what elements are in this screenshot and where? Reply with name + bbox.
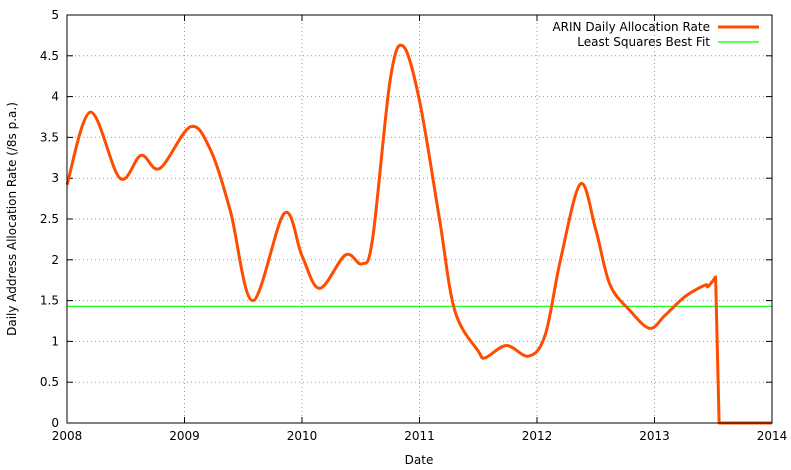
grid bbox=[67, 15, 772, 423]
x-tick-label: 2014 bbox=[757, 429, 788, 443]
plot-border bbox=[66, 14, 773, 424]
x-tick-label: 2012 bbox=[522, 429, 553, 443]
y-tick-label: 2.5 bbox=[40, 212, 59, 226]
legend-label-best-fit: Least Squares Best Fit bbox=[577, 35, 710, 49]
x-tick-label: 2010 bbox=[287, 429, 318, 443]
y-tick-label: 3.5 bbox=[40, 130, 59, 144]
y-tick-label: 4 bbox=[51, 90, 59, 104]
y-tick-label: 1 bbox=[51, 334, 59, 348]
x-tick-label: 2009 bbox=[169, 429, 200, 443]
series-line-arin bbox=[65, 43, 772, 425]
x-tick-label: 2008 bbox=[52, 429, 83, 443]
x-tick-label: 2013 bbox=[639, 429, 670, 443]
series bbox=[65, 43, 772, 425]
x-axis-label: Date bbox=[405, 453, 434, 466]
y-tick-label: 0 bbox=[51, 416, 59, 430]
y-tick-label: 0.5 bbox=[40, 375, 59, 389]
legend: ARIN Daily Allocation Rate Least Squares… bbox=[552, 20, 759, 49]
x-tick-label: 2011 bbox=[404, 429, 435, 443]
y-tick-label: 1.5 bbox=[40, 294, 59, 308]
y-axis-label: Daily Address Allocation Rate (/8s p.a.) bbox=[5, 102, 19, 336]
y-tick-label: 3 bbox=[51, 171, 59, 185]
y-tick-label: 4.5 bbox=[40, 49, 59, 63]
ticks: 2008 2009 2010 2011 2012 2013 2014 0 0.5 1 1.5 2 2.5… bbox=[40, 8, 787, 443]
legend-label-arin: ARIN Daily Allocation Rate bbox=[552, 20, 710, 34]
y-tick-label: 2 bbox=[51, 253, 59, 267]
y-tick-label: 5 bbox=[51, 8, 59, 22]
